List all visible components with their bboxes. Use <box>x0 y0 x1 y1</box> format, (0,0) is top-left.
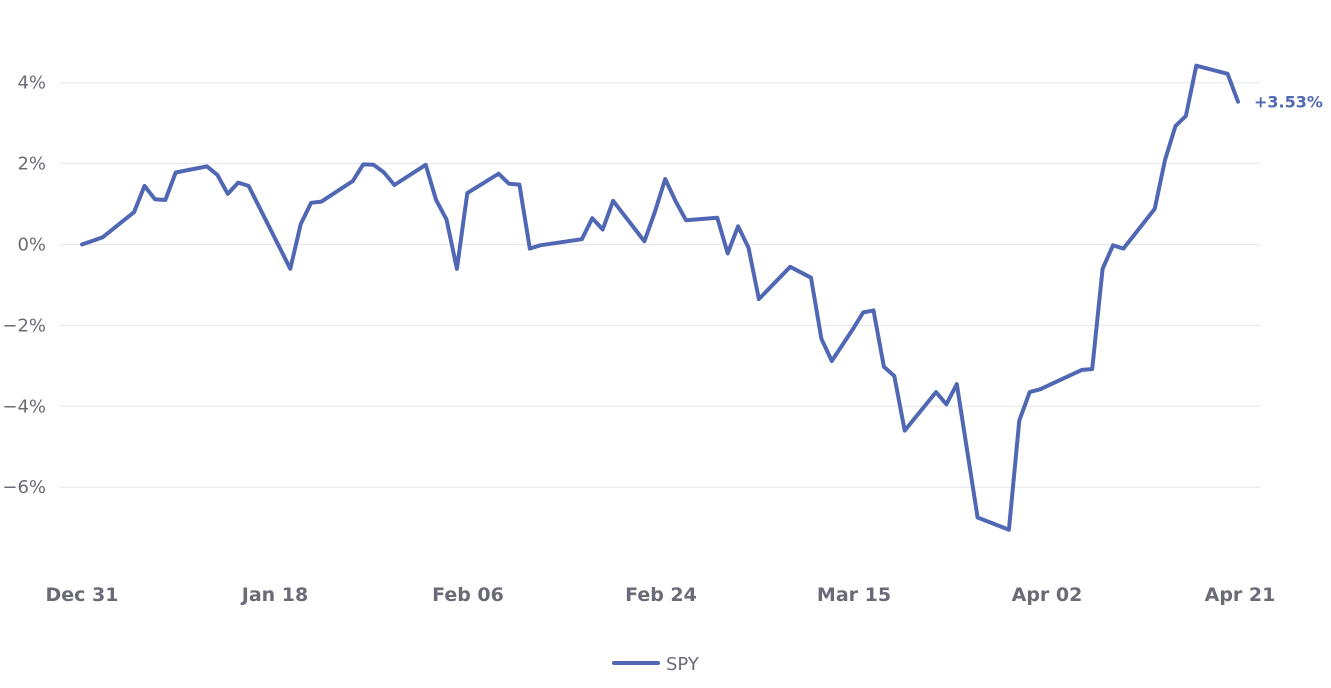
legend-label-spy: SPY <box>666 654 700 675</box>
x-tick-label: Jan 18 <box>240 584 308 606</box>
legend: SPY <box>612 654 700 675</box>
y-tick-label: 0% <box>17 235 46 256</box>
series-line-spy <box>80 63 1240 532</box>
x-tick-label: Feb 24 <box>625 584 697 606</box>
x-axis-ticks: Dec 31 Jan 18 Feb 06 Feb 24 Mar 15 Apr 02 Apr … <box>46 584 1276 606</box>
x-tick-label: Apr 02 <box>1012 584 1083 606</box>
x-tick-label: Apr 21 <box>1205 584 1276 606</box>
y-tick-label: −2% <box>2 315 46 336</box>
end-value-label: +3.53% <box>1254 93 1323 112</box>
end-labels: +3.53% <box>1254 93 1323 112</box>
y-tick-label: −4% <box>2 396 46 417</box>
x-tick-label: Mar 15 <box>817 584 891 606</box>
x-tick-label: Dec 31 <box>46 584 119 606</box>
y-axis-ticks: −6% −4% −2% 0% 2% 4% <box>2 73 46 498</box>
series-lines <box>80 63 1240 532</box>
y-tick-label: 4% <box>17 73 46 94</box>
y-tick-label: −6% <box>2 477 46 498</box>
x-tick-label: Feb 06 <box>432 584 504 606</box>
gridlines <box>60 82 1260 488</box>
y-tick-label: 2% <box>17 154 46 175</box>
